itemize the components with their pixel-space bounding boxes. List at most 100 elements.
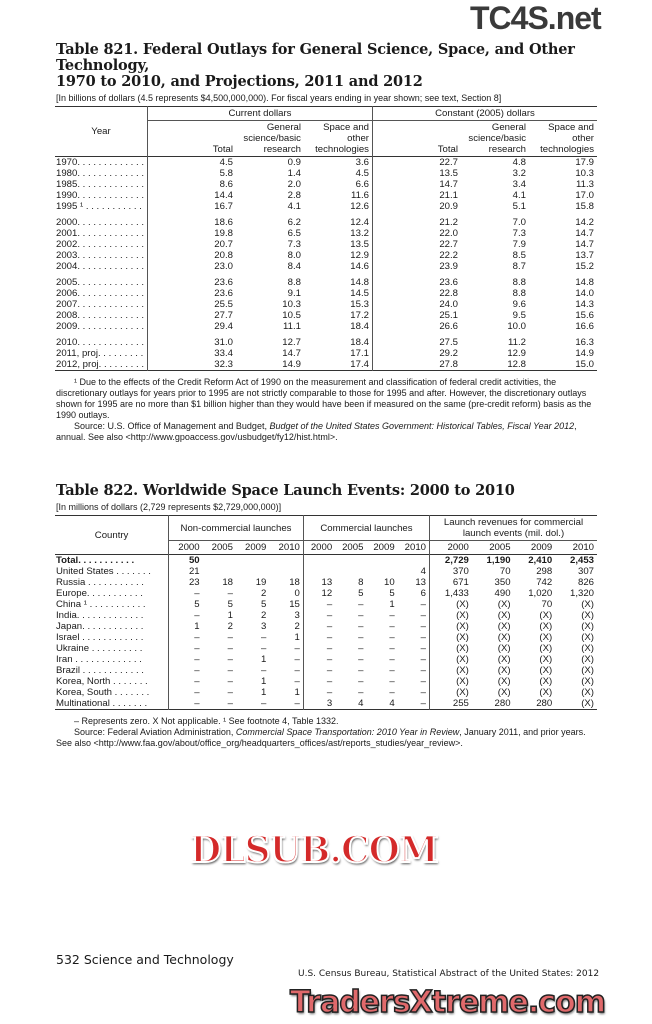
cell: 20.8 [214,250,233,261]
cell: 14.5 [303,288,373,299]
cell: 12.9 [303,250,373,261]
cell: 32.3 [214,359,233,370]
table-row: Russia . . . . . . . . . . . 23 18 19 18 13 8 1… [55,577,597,588]
col-space: Space and other technologies [303,120,373,157]
col-year: 2005 [342,542,364,553]
table-row: 2010. . . . . . . . . . . . . 31.0 12.7 18.… [55,332,597,348]
cell: 1,433 [444,588,469,599]
cell: (X) [581,665,594,676]
cell: 23.0 [214,261,233,272]
table-row: China ¹ . . . . . . . . . . . 5 5 5 15– –1– (X… [55,599,597,610]
cell: 1,020 [528,588,553,599]
cell: (X) [497,665,511,676]
cell: – [269,665,304,676]
cell: 31.0 [214,337,233,348]
cell: – [397,643,430,654]
cell: – [227,643,233,654]
cell: 8.6 [219,179,233,190]
cell: – [397,621,430,632]
cell: (X) [497,621,511,632]
cell: 14.7 [282,348,301,359]
cell: 10 [384,577,395,588]
cell: 17.1 [303,348,373,359]
cell: – [358,643,364,654]
cell: – [269,676,304,687]
cell: – [397,665,430,676]
cell: 1,190 [486,555,511,566]
cell: 1 [261,687,267,698]
cell: 14.7 [575,239,594,250]
watermark-logo-bottom: TradersXtreme.com [289,985,606,1021]
row-label: Brazil . . . . . . . . . . . . [55,665,170,676]
row-label: Total. . . . . . . . . . . [55,554,170,566]
cell: (X) [581,654,594,665]
row-label: Israel . . . . . . . . . . . . [55,632,170,643]
col-group-revenue: Launch revenues for commercial launch ev… [429,515,597,541]
table-row: 2008. . . . . . . . . . . . . 27.7 10.5 17.… [55,310,597,321]
cell: 1.4 [287,168,301,179]
cell: 1 [389,599,395,610]
cell: 2.8 [287,190,301,201]
cell: (X) [581,632,594,643]
cell: (X) [456,654,469,665]
row-label: 1970. . . . . . . . . . . . . [55,156,148,168]
cell: – [227,687,233,698]
page-footer-left: 532 Science and Technology [56,952,234,967]
cell: 5.1 [512,201,526,212]
col-year: 2009 [245,542,267,553]
cell: 14.6 [303,261,373,272]
cell: 8.8 [512,288,526,299]
col-year: 2009 [373,542,395,553]
cell: 2,729 [444,555,469,566]
cell: – [194,654,200,665]
cell: 2 [227,621,233,632]
table-row: 2005. . . . . . . . . . . . . 23.6 8.8 14.8… [55,272,597,288]
cell: 24.0 [439,299,458,310]
cell: 9.5 [512,310,526,321]
cell: (X) [539,632,553,643]
cell: (X) [539,643,553,654]
cell: 7.3 [287,239,301,250]
cell: – [397,610,430,621]
col-general: General science/basic research [468,122,526,155]
cell: 6.5 [287,228,301,239]
cell: 4.8 [512,157,526,168]
cell: – [326,687,333,698]
cell: 3.4 [512,179,526,190]
source: Source: U.S. Office of Management and Bu… [56,421,596,443]
cell: 22.7 [439,157,458,168]
page-footer-right: U.S. Census Bureau, Statistical Abstract… [298,969,600,979]
cell [303,566,335,577]
cell [397,554,430,566]
table-821-subtitle: [In billions of dollars (4.5 represents … [56,93,502,103]
cell: 370 [452,566,469,577]
cell: – [326,610,333,621]
table-row: 2004. . . . . . . . . . . . . 23.0 8.4 14.6… [55,261,597,272]
cell: – [389,654,395,665]
cell: (X) [539,621,553,632]
cell: 7.3 [512,228,526,239]
cell: 29.4 [214,321,233,332]
row-label: Japan. . . . . . . . . . . . [55,621,170,632]
cell: 16.6 [575,321,594,332]
cell: – [358,599,364,610]
cell: 15.3 [303,299,373,310]
col-year: 2010 [572,542,594,553]
row-label: Ukraine . . . . . . . . . . [55,643,170,654]
cell: – [194,665,200,676]
col-total: Total [437,144,458,155]
cell: 9.1 [287,288,301,299]
source: Source: Federal Aviation Administration,… [56,727,596,749]
note: – Represents zero. X Not applicable. ¹ S… [74,716,339,726]
cell: – [227,676,233,687]
cell: (X) [456,643,469,654]
cell: 671 [452,577,469,588]
table-row: Multinational . . . . . . . – – – –3 4 4–255 28… [55,698,597,710]
cell: 13.5 [303,239,373,250]
cell: – [397,676,430,687]
table-row: Brazil . . . . . . . . . . . . – – – – – – – – (X… [55,665,597,676]
cell: – [358,687,364,698]
row-label: 2002. . . . . . . . . . . . . [55,239,148,250]
table-row: 1995 ¹ . . . . . . . . . . . 16.7 4.1 12.6 2… [55,201,597,212]
cell: 280 [494,698,511,709]
